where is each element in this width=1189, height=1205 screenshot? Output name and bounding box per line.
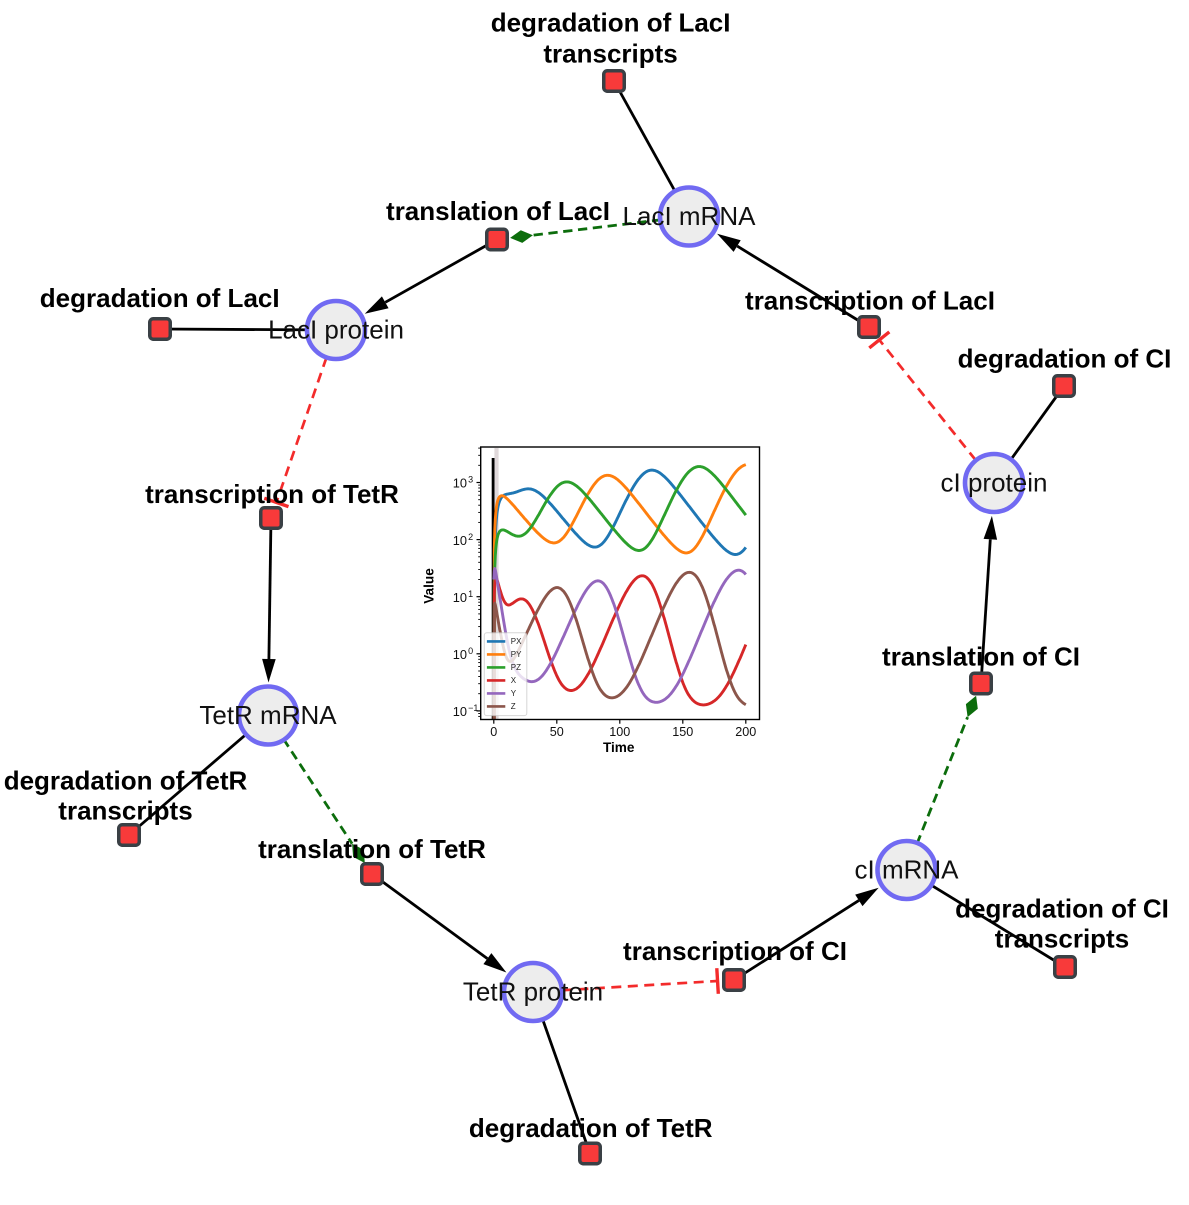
svg-text:transcription of CI: transcription of CI — [623, 936, 847, 966]
svg-text:degradation of TetR: degradation of TetR — [4, 766, 248, 796]
svg-text:PZ: PZ — [511, 663, 521, 672]
svg-text:degradation of LacI: degradation of LacI — [491, 7, 731, 37]
svg-text:0: 0 — [490, 725, 497, 739]
svg-text:Value: Value — [422, 568, 437, 604]
svg-text:Y: Y — [511, 689, 517, 698]
svg-text:X: X — [511, 676, 517, 685]
svg-text:transcription of LacI: transcription of LacI — [745, 286, 995, 316]
svg-text:PY: PY — [511, 650, 522, 659]
svg-text:10: 10 — [453, 590, 467, 605]
svg-text:LacI mRNA: LacI mRNA — [623, 201, 757, 231]
svg-text:translation of LacI: translation of LacI — [386, 196, 610, 226]
svg-text:TetR protein: TetR protein — [463, 977, 603, 1007]
svg-text:LacI protein: LacI protein — [268, 315, 404, 345]
svg-text:translation of CI: translation of CI — [882, 642, 1080, 672]
svg-text:3: 3 — [468, 475, 473, 485]
svg-text:TetR mRNA: TetR mRNA — [199, 700, 337, 730]
svg-text:Time: Time — [603, 740, 635, 755]
svg-text:50: 50 — [550, 725, 564, 739]
svg-text:10: 10 — [453, 533, 467, 548]
svg-text:cI protein: cI protein — [941, 468, 1048, 498]
svg-text:1: 1 — [468, 589, 473, 599]
svg-text:transcription of TetR: transcription of TetR — [145, 479, 399, 509]
svg-text:degradation of TetR: degradation of TetR — [469, 1113, 713, 1143]
svg-text:Z: Z — [511, 702, 516, 711]
svg-text:10: 10 — [453, 647, 467, 662]
svg-text:100: 100 — [609, 725, 630, 739]
svg-text:10: 10 — [453, 704, 467, 719]
svg-text:2: 2 — [468, 532, 473, 542]
svg-text:degradation of CI: degradation of CI — [955, 894, 1169, 924]
svg-text:200: 200 — [735, 725, 756, 739]
svg-text:transcripts: transcripts — [995, 924, 1129, 954]
svg-text:transcripts: transcripts — [58, 796, 192, 826]
svg-text:−1: −1 — [468, 703, 478, 713]
svg-text:150: 150 — [672, 725, 693, 739]
svg-text:cI mRNA: cI mRNA — [855, 855, 960, 885]
svg-text:transcripts: transcripts — [543, 39, 677, 69]
svg-text:translation of TetR: translation of TetR — [258, 834, 486, 864]
svg-text:10: 10 — [453, 476, 467, 491]
svg-text:degradation of CI: degradation of CI — [958, 344, 1172, 374]
svg-text:degradation of LacI: degradation of LacI — [40, 283, 280, 313]
svg-text:PX: PX — [511, 637, 522, 646]
svg-text:0: 0 — [468, 646, 473, 656]
